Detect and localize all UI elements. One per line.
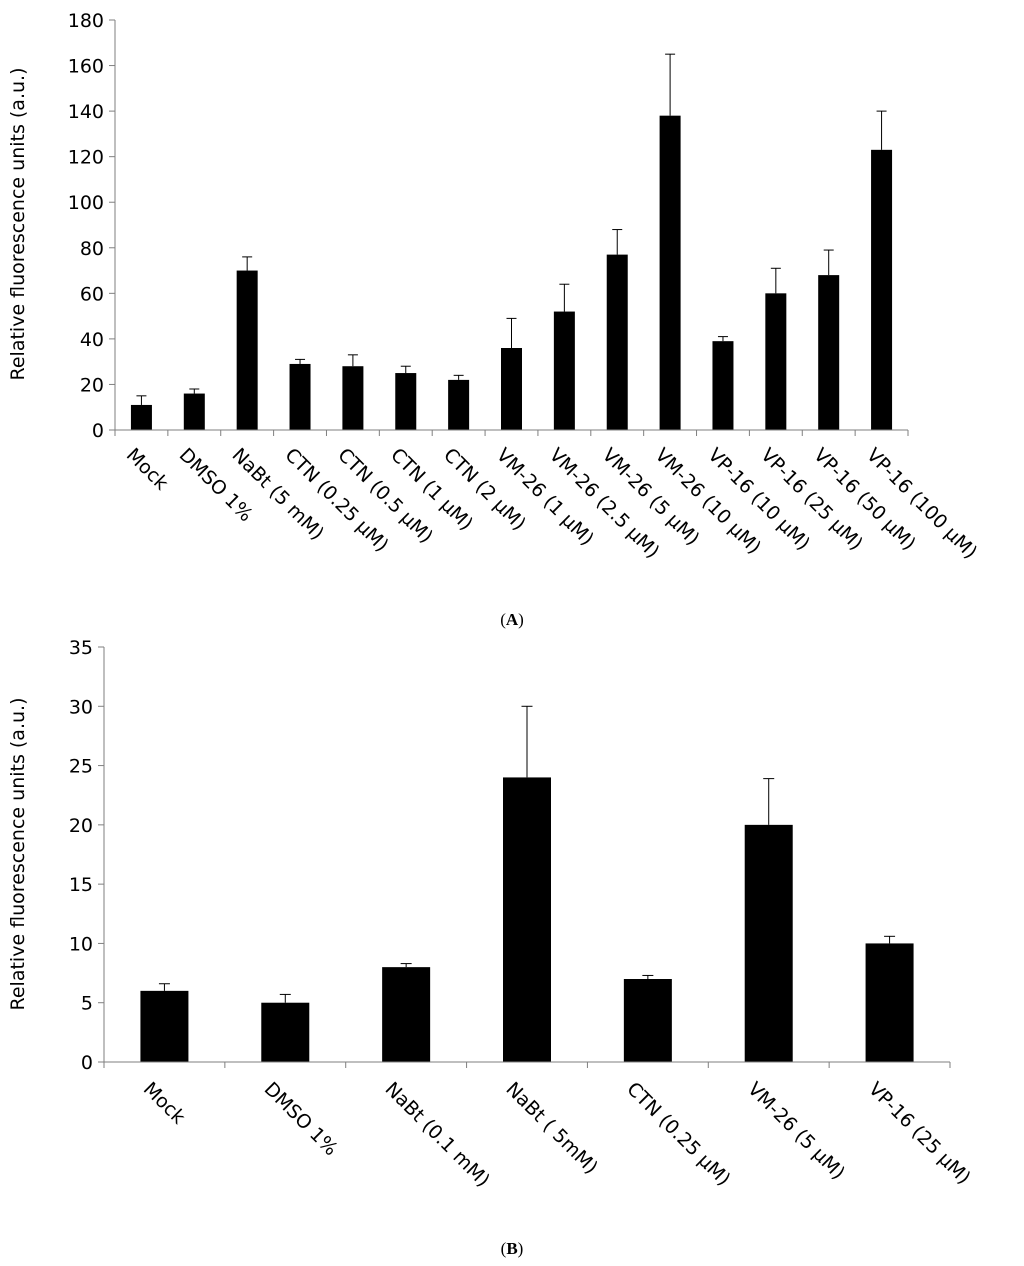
category-label: NaBt ( 5mM) bbox=[501, 1078, 602, 1179]
bar bbox=[553, 311, 575, 430]
y-ticks: 0 5 10 15 20 25 30 35 bbox=[69, 637, 104, 1074]
category-label: CTN (0.25 μM) bbox=[622, 1078, 734, 1190]
y-axis-label: Relative fluorescence units (a.u.) bbox=[7, 698, 29, 1011]
chart-a: Relative fluorescence units (a.u.) 0 20 40… bbox=[7, 10, 981, 629]
bar bbox=[130, 404, 152, 430]
panel-letter-a: A bbox=[506, 610, 519, 629]
category-label: Mock bbox=[139, 1078, 190, 1129]
chart-b: Relative fluorescence units (a.u.) 0 5 10 1… bbox=[7, 637, 975, 1258]
y-tick-label: 100 bbox=[68, 192, 104, 214]
y-tick-label: 20 bbox=[80, 374, 104, 396]
bar bbox=[606, 254, 628, 430]
bar bbox=[765, 293, 787, 430]
y-axis-title: Relative fluorescence units (a.u.) bbox=[7, 68, 29, 381]
y-tick-label: 25 bbox=[69, 756, 93, 778]
y-tick-label: 120 bbox=[68, 147, 104, 169]
axes bbox=[103, 647, 951, 1068]
bar bbox=[503, 777, 551, 1062]
category-label: VP-16 (25 μM) bbox=[864, 1078, 975, 1189]
y-ticks: 0 20 40 60 80 100 120 140 160 180 bbox=[68, 10, 115, 442]
y-axis-label: Relative fluorescence units (a.u.) bbox=[7, 68, 29, 381]
y-tick-label: 0 bbox=[81, 1052, 93, 1074]
bar bbox=[382, 967, 431, 1062]
bar bbox=[448, 379, 470, 430]
y-tick-label: 80 bbox=[80, 238, 104, 260]
bars bbox=[130, 53, 893, 431]
bar bbox=[744, 824, 793, 1062]
bar bbox=[659, 115, 681, 431]
y-tick-label: 15 bbox=[69, 874, 93, 896]
category-label: DMSO 1% bbox=[260, 1078, 342, 1160]
bar bbox=[289, 363, 311, 430]
bars bbox=[140, 705, 914, 1062]
category-label: NaBt (5 mM) bbox=[228, 444, 329, 545]
bar bbox=[818, 275, 840, 430]
category-label: NaBt (0.1 mM) bbox=[381, 1078, 494, 1191]
y-tick-label: 40 bbox=[80, 329, 104, 351]
y-tick-label: 10 bbox=[69, 933, 93, 955]
y-tick-label: 5 bbox=[81, 993, 93, 1015]
y-tick-label: 140 bbox=[68, 101, 104, 123]
y-tick-label: 160 bbox=[68, 56, 104, 78]
bar bbox=[236, 270, 258, 430]
y-tick-label: 20 bbox=[69, 815, 93, 837]
category-labels: Mock DMSO 1%NaBt (5 mM)CTN (0.25 μM)CTN (… bbox=[122, 444, 981, 563]
y-tick-label: 180 bbox=[68, 10, 104, 32]
bar bbox=[871, 149, 893, 431]
bar bbox=[261, 1002, 310, 1062]
bar bbox=[395, 373, 417, 430]
category-label: VM-26 (5 μM) bbox=[743, 1078, 849, 1184]
category-label: Mock bbox=[122, 444, 173, 495]
bar bbox=[342, 366, 364, 430]
y-tick-label: 35 bbox=[69, 637, 93, 659]
bar bbox=[501, 348, 522, 430]
panel-letter-b: B bbox=[506, 1239, 517, 1258]
y-tick-label: 0 bbox=[92, 420, 104, 442]
y-tick-label: 30 bbox=[69, 696, 93, 718]
panel-label-b: (B) bbox=[501, 1239, 524, 1258]
bar bbox=[712, 341, 734, 430]
bar bbox=[623, 979, 672, 1062]
panel-label-a: (A) bbox=[500, 610, 524, 629]
bar bbox=[865, 943, 914, 1062]
bar bbox=[183, 393, 205, 430]
category-labels: Mock DMSO 1% NaBt (0.1 mM) NaBt ( 5mM) CTN (… bbox=[139, 1078, 975, 1191]
y-axis-title: Relative fluorescence units (a.u.) bbox=[7, 698, 29, 1011]
bar bbox=[140, 990, 189, 1062]
axes bbox=[114, 20, 909, 436]
y-tick-label: 60 bbox=[80, 283, 104, 305]
